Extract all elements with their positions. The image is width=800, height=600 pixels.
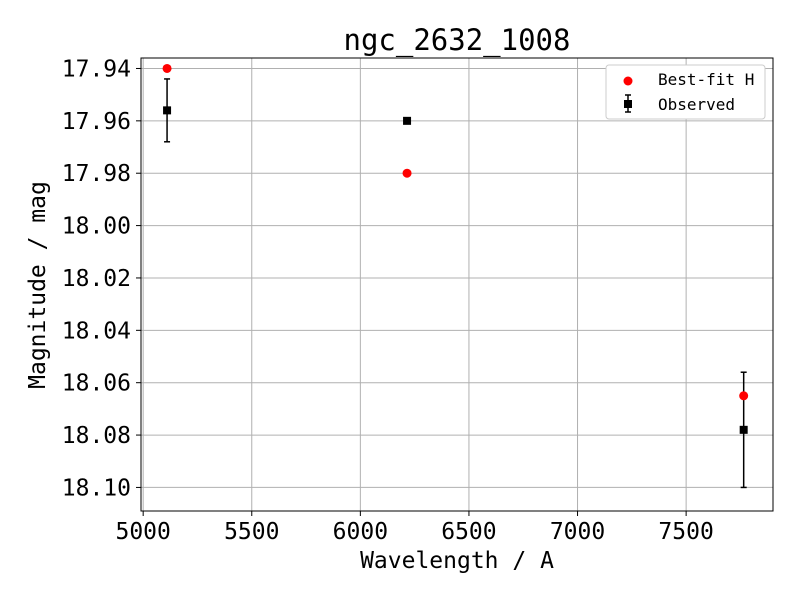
legend-box	[605, 64, 766, 120]
y-tick-label: 18.06	[62, 371, 131, 397]
y-tick-label: 18.02	[62, 266, 131, 292]
x-tick-label: 6000	[333, 519, 388, 545]
y-axis-label: Magnitude / mag	[25, 181, 51, 389]
y-axis-ticks: 17.94 17.96 17.98 18.00 18.02 18.04 18.06 18.08…	[62, 56, 141, 501]
legend-marker-best-fit	[623, 76, 633, 86]
best-fit-point	[402, 168, 412, 178]
y-tick-label: 18.10	[62, 475, 131, 501]
best-fit-point	[739, 391, 749, 401]
x-axis-ticks: 5000 5500 6000 6500 7000 7500	[115, 511, 714, 545]
best-fit-point	[162, 63, 172, 73]
x-tick-label: 7000	[550, 519, 605, 545]
x-tick-label: 6500	[441, 519, 496, 545]
legend-label-observed: Observed	[658, 95, 735, 114]
observed-point	[739, 425, 748, 434]
y-tick-label: 18.00	[62, 214, 131, 240]
x-tick-label: 5500	[224, 519, 279, 545]
y-tick-label: 17.94	[62, 56, 131, 82]
data-points	[162, 63, 749, 434]
x-tick-label: 5000	[115, 519, 170, 545]
x-axis-label: Wavelength / A	[360, 548, 554, 574]
legend: Best-fit H Observed	[605, 64, 766, 120]
observed-point	[403, 116, 412, 125]
y-tick-label: 17.96	[62, 109, 131, 135]
chart-title: ngc_2632_1008	[344, 23, 571, 58]
y-tick-label: 17.98	[62, 161, 131, 187]
legend-label-best-fit: Best-fit H	[658, 70, 754, 89]
x-tick-label: 7500	[658, 519, 713, 545]
grid	[141, 58, 773, 511]
plot-frame	[140, 57, 774, 512]
y-tick-label: 18.08	[62, 423, 131, 449]
y-tick-label: 18.04	[62, 318, 131, 344]
legend-marker-observed	[624, 100, 632, 108]
observed-point	[163, 106, 172, 115]
